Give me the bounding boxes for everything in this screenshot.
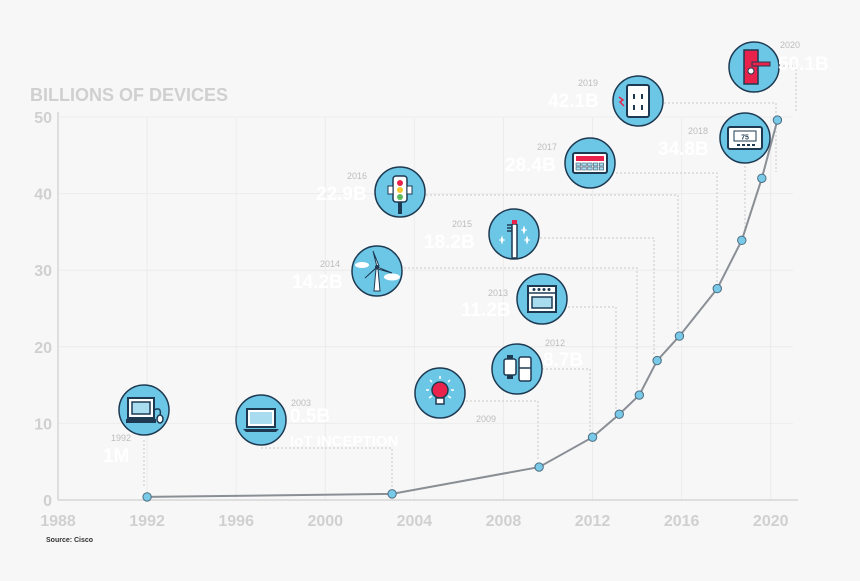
data-point-7 [674, 331, 685, 341]
door-lock-icon [728, 41, 780, 93]
laptop-icon [235, 394, 287, 446]
data-point-10 [757, 173, 767, 183]
year-label-2012: 2012 [545, 338, 565, 348]
leader-line-7 [426, 194, 679, 330]
lightbulb-icon [414, 367, 466, 419]
data-point-9 [737, 235, 747, 246]
value-label-2014: 14.2B [292, 272, 343, 293]
x-tick-label-1: 1992 [129, 513, 165, 530]
data-point-4 [614, 409, 624, 419]
year-label-2016: 2016 [347, 171, 367, 181]
data-point-2 [534, 462, 544, 472]
leader-line-4 [568, 306, 617, 410]
watch-phone-icon [491, 343, 543, 395]
x-tick-label-0: 1988 [40, 513, 76, 530]
x-tick-label-5: 2008 [486, 513, 522, 530]
year-label-2018: 2018 [688, 126, 708, 136]
toothbrush-icon [488, 208, 540, 260]
x-tick-label-6: 2012 [575, 513, 611, 530]
value-label-2016: 22.9B [316, 184, 367, 205]
icons: 75 [118, 41, 780, 446]
value-label-2019: 42.1B [548, 91, 599, 112]
power-outlet-icon [612, 75, 664, 127]
value-label-2013: 11.2B [461, 300, 511, 321]
y-tick-label-3: 30 [34, 263, 52, 280]
data-point-11 [772, 115, 783, 125]
year-label-1992: 1992 [111, 433, 131, 443]
source-note: Source: Cisco [46, 537, 93, 544]
data-point-5 [634, 390, 645, 400]
leader-line-3 [542, 368, 591, 431]
year-label-2013: 2013 [488, 288, 508, 298]
value-label-2003: 0.5B [290, 406, 330, 427]
year-label-2015: 2015 [452, 219, 472, 229]
value-label-2020: 50.1B [778, 54, 829, 75]
grid [57, 116, 793, 501]
data-point-0 [142, 492, 152, 502]
year-label-2017: 2017 [537, 142, 557, 152]
leader-line-11 [783, 65, 797, 112]
y-tick-label-5: 50 [34, 110, 52, 127]
leader-lines [143, 65, 797, 488]
y-tick-label-4: 40 [34, 187, 52, 204]
leader-line-1 [261, 447, 393, 488]
data-point-6 [652, 355, 662, 366]
x-tick-label-4: 2004 [397, 513, 433, 530]
leader-line-5 [404, 267, 638, 390]
traffic-light-icon [374, 166, 426, 218]
x-tick-label-3: 2000 [307, 513, 343, 530]
leader-line-6 [540, 237, 655, 355]
leader-line-10 [664, 102, 777, 172]
year-label-2019: 2019 [578, 78, 598, 88]
oven-icon [516, 273, 568, 325]
y-tick-label-0: 0 [43, 493, 52, 510]
leader-line-2 [466, 400, 539, 460]
data-point-1 [387, 489, 397, 499]
axes: 0 10 20 30 40 50 1988 1992 1996 2000 2004 2008 2012 2… [34, 110, 798, 530]
value-label-2018: 34.8B [658, 139, 709, 160]
series-line [147, 119, 779, 498]
wind-turbine-icon [351, 245, 403, 297]
value-label-2012: 8.7B [543, 350, 583, 371]
y-tick-label-1: 10 [34, 416, 52, 433]
value-label-1992: 1M [103, 446, 129, 467]
computer-icon [118, 384, 170, 436]
x-tick-label-2: 1996 [218, 513, 254, 530]
year-label-2014: 2014 [320, 259, 340, 269]
leader-line-8 [616, 172, 718, 282]
series-path [147, 119, 779, 498]
x-tick-label-7: 2016 [664, 513, 700, 530]
chart-title: BILLIONS OF DEVICES [30, 85, 228, 105]
year-label-2020: 2020 [780, 40, 800, 50]
value-label-2017: 28.4B [505, 155, 556, 176]
display-panel-icon [564, 137, 616, 189]
data-point-3 [587, 432, 598, 442]
note-label-2003: IoT INCEPTION [290, 433, 398, 450]
thermostat-reading: 75 [741, 135, 749, 142]
year-label-2003: 2003 [291, 398, 311, 408]
thermostat-icon: 75 [719, 112, 771, 164]
year-label-2009: 2009 [476, 414, 496, 424]
value-label-2015: 18.2B [424, 232, 475, 253]
y-tick-label-2: 20 [34, 340, 52, 357]
data-point-8 [712, 283, 722, 294]
x-tick-label-8: 2020 [753, 513, 789, 530]
data-points [142, 115, 783, 502]
